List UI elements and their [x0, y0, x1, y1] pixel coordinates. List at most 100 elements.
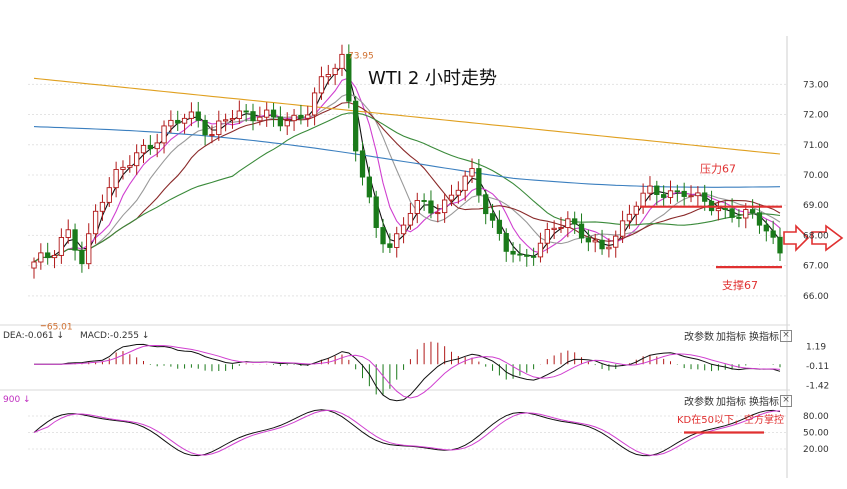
candle-body [291, 114, 297, 122]
candle-body [695, 192, 701, 197]
candle-body [462, 175, 468, 191]
price-tick-label: 71.00 [803, 141, 829, 151]
price-tick-label: 73.00 [803, 80, 829, 90]
candle-body [140, 144, 147, 154]
ma-gray-line [33, 93, 781, 263]
candle-body [469, 168, 475, 177]
candle-body [633, 205, 639, 215]
candle-body [414, 200, 420, 214]
candle-body [359, 150, 366, 178]
price-tick-label: 66.00 [803, 292, 829, 302]
macd-switch-indicator-button[interactable]: 换指标 [749, 332, 779, 343]
moving-averages [33, 64, 781, 263]
price-tick-label: 67.00 [803, 262, 829, 272]
candle-body [517, 253, 523, 256]
candle-body [585, 237, 592, 243]
candle-body [250, 111, 256, 122]
candle-body [264, 109, 270, 118]
support-label: 支撑67 [722, 278, 758, 292]
candle-body [421, 200, 427, 202]
candle-body [332, 67, 338, 75]
ma-blue-line [33, 126, 781, 188]
ma-green-line [33, 112, 781, 263]
candle-body [366, 176, 372, 198]
candle-body [661, 194, 667, 198]
candle-body [270, 109, 277, 118]
kd-panel: KD在50以下，空方掌控 [33, 409, 784, 457]
candle-body [181, 117, 188, 124]
candle-body [524, 254, 530, 257]
candle-body [428, 200, 434, 214]
candle-body [120, 166, 126, 170]
candle-body [448, 194, 455, 201]
ma-maroon-line [33, 101, 781, 263]
candle-body [565, 218, 571, 228]
macd-dea-readout: DEA:-0.061 ↓ [3, 331, 64, 341]
candle-body [702, 192, 708, 202]
candle-body [353, 100, 359, 152]
candle-body [222, 119, 229, 122]
candle-body [729, 208, 735, 218]
candle-body [647, 185, 653, 194]
candle-body [127, 165, 133, 168]
kd-add-indicator-button[interactable]: 加指标 [716, 397, 746, 408]
candle-body [195, 111, 201, 121]
candle-body [72, 229, 78, 251]
candle-body [154, 142, 160, 150]
kd-switch-indicator-button[interactable]: 换指标 [749, 397, 779, 408]
candle-body [578, 223, 585, 239]
arrow-right-icon [811, 224, 844, 252]
candle-body [667, 190, 674, 198]
candle-body [134, 152, 140, 167]
annotations: 压力67 支撑67 [40, 163, 844, 327]
candle-body [510, 250, 516, 255]
candle-body [387, 243, 393, 248]
kd-annotation-label: KD在50以下，空方掌控 [677, 413, 784, 426]
candle-body [770, 230, 776, 238]
candle-body [674, 190, 680, 193]
candle-body [503, 233, 509, 252]
candles [31, 44, 783, 279]
candle-body [243, 110, 249, 113]
candle-body [777, 236, 783, 254]
candle-body [715, 208, 722, 212]
kd-k-line [33, 409, 781, 457]
candle-body [407, 212, 414, 226]
y-axes: 73.00 72.00 71.00 70.00 69.00 68.00 67.00 66.00… [803, 80, 829, 455]
candle-body [489, 213, 496, 221]
resistance-label: 压力67 [700, 163, 736, 176]
candle-body [626, 213, 633, 222]
candle-body [188, 111, 195, 119]
candle-body [476, 168, 482, 196]
candle-body [763, 224, 769, 232]
candle-body [236, 110, 242, 119]
candle-body [722, 208, 728, 211]
candle-body [606, 246, 612, 250]
candle-body [346, 53, 352, 102]
candle-body [106, 187, 112, 203]
candle-body [400, 224, 407, 235]
kd-d-line [33, 409, 781, 456]
candle-body [229, 118, 236, 121]
ma-black-line [33, 64, 781, 263]
macd-close-button[interactable]: × [780, 330, 792, 342]
candle-body [175, 119, 181, 124]
candle-body [756, 212, 763, 226]
macd-edit-params-button[interactable]: 改参数 [684, 332, 714, 343]
price-tick-label: 70.00 [803, 171, 829, 181]
candle-body [311, 92, 318, 116]
candle-body [654, 185, 660, 195]
macd-tick-label: -0.11 [806, 362, 829, 372]
candle-body [65, 229, 71, 238]
price-tick-label: 69.00 [803, 201, 829, 211]
candle-body [284, 120, 290, 127]
kd-edit-params-button[interactable]: 改参数 [684, 397, 714, 408]
low-price-label: 65.01 [47, 323, 73, 333]
kd-close-button[interactable]: × [780, 395, 792, 407]
candle-body [161, 125, 167, 144]
candle-body [380, 227, 386, 245]
candle-body [749, 209, 756, 214]
macd-tick-label: 1.19 [806, 343, 826, 353]
candle-body [92, 210, 99, 235]
macd-add-indicator-button[interactable]: 加指标 [716, 332, 746, 343]
